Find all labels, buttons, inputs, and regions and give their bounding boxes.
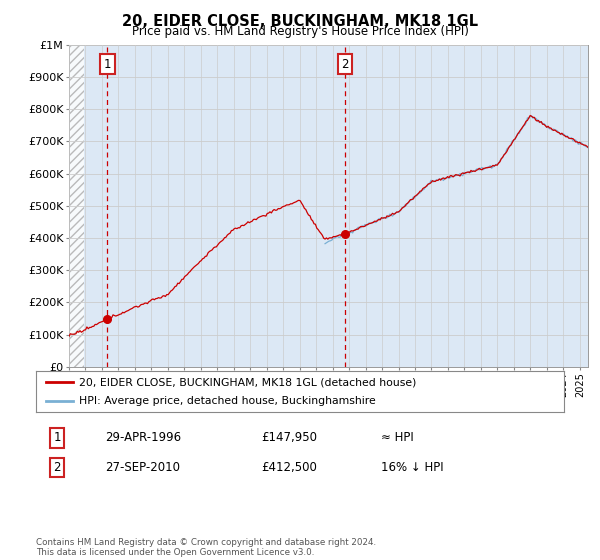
Text: 29-APR-1996: 29-APR-1996 bbox=[105, 431, 181, 445]
Text: 27-SEP-2010: 27-SEP-2010 bbox=[105, 461, 180, 474]
Text: £147,950: £147,950 bbox=[261, 431, 317, 445]
Text: Price paid vs. HM Land Registry's House Price Index (HPI): Price paid vs. HM Land Registry's House … bbox=[131, 25, 469, 38]
Text: 16% ↓ HPI: 16% ↓ HPI bbox=[381, 461, 443, 474]
Text: 1: 1 bbox=[53, 431, 61, 445]
Text: 2: 2 bbox=[341, 58, 349, 71]
Text: 1: 1 bbox=[104, 58, 111, 71]
Text: £412,500: £412,500 bbox=[261, 461, 317, 474]
Text: 2: 2 bbox=[53, 461, 61, 474]
Text: 20, EIDER CLOSE, BUCKINGHAM, MK18 1GL (detached house): 20, EIDER CLOSE, BUCKINGHAM, MK18 1GL (d… bbox=[79, 377, 416, 387]
Text: ≈ HPI: ≈ HPI bbox=[381, 431, 414, 445]
Text: 20, EIDER CLOSE, BUCKINGHAM, MK18 1GL: 20, EIDER CLOSE, BUCKINGHAM, MK18 1GL bbox=[122, 14, 478, 29]
Text: HPI: Average price, detached house, Buckinghamshire: HPI: Average price, detached house, Buck… bbox=[79, 396, 376, 405]
Text: Contains HM Land Registry data © Crown copyright and database right 2024.
This d: Contains HM Land Registry data © Crown c… bbox=[36, 538, 376, 557]
